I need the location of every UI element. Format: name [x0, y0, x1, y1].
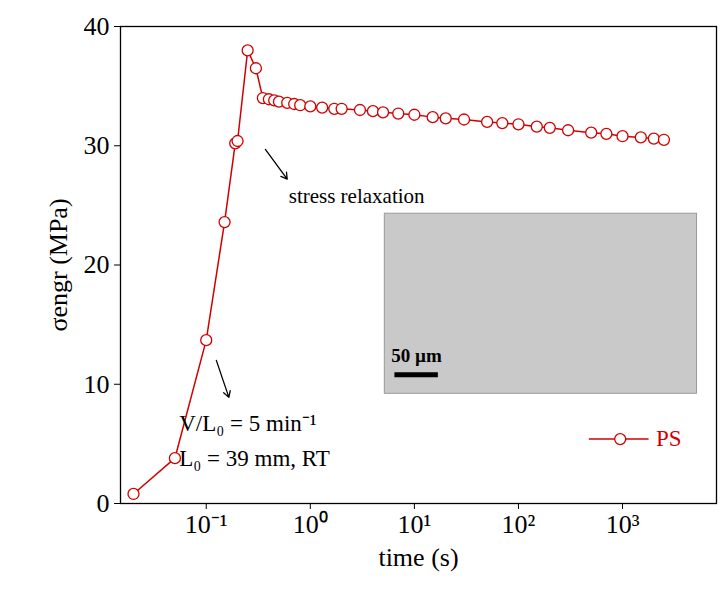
- svg-text:50 µm: 50 µm: [391, 345, 442, 366]
- svg-text:σengr (MPa): σengr (MPa): [44, 198, 73, 331]
- svg-text:time (s): time (s): [378, 543, 458, 572]
- svg-text:L₀ = 39 mm, RT: L₀ = 39 mm, RT: [179, 446, 330, 471]
- svg-text:10³: 10³: [606, 510, 640, 539]
- svg-text:20: 20: [84, 250, 110, 279]
- svg-text:PS: PS: [656, 426, 682, 451]
- svg-text:30: 30: [84, 131, 110, 160]
- svg-text:10: 10: [84, 370, 110, 399]
- svg-text:40: 40: [84, 12, 110, 41]
- svg-text:10⁰: 10⁰: [293, 510, 328, 539]
- svg-text:10⁻¹: 10⁻¹: [185, 510, 228, 539]
- svg-text:V/L₀ = 5 min⁻¹: V/L₀ = 5 min⁻¹: [179, 411, 317, 436]
- svg-text:10²: 10²: [502, 510, 536, 539]
- svg-text:0: 0: [97, 489, 110, 518]
- svg-text:10¹: 10¹: [397, 510, 431, 539]
- svg-text:stress relaxation: stress relaxation: [289, 184, 425, 208]
